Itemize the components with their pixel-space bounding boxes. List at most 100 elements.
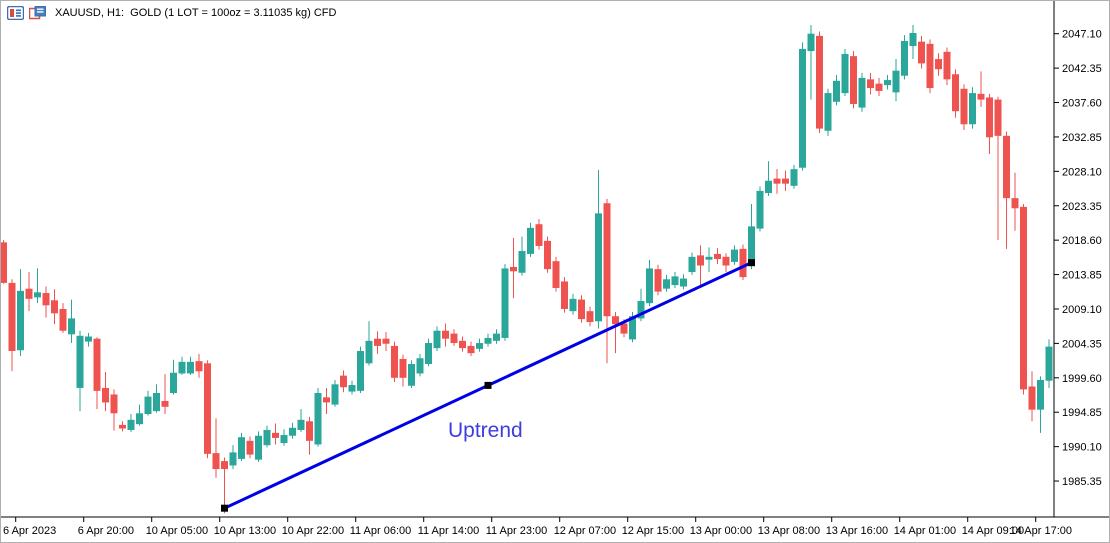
candle xyxy=(1037,379,1044,410)
candle xyxy=(484,337,492,344)
candle xyxy=(986,97,993,138)
candle xyxy=(960,88,968,125)
candle xyxy=(646,268,653,304)
y-axis-label: 2004.35 xyxy=(1062,338,1102,350)
candle xyxy=(272,432,279,438)
candle xyxy=(722,256,730,266)
candle xyxy=(433,330,441,349)
trendline-text-label[interactable]: Uptrend xyxy=(448,419,523,442)
candle xyxy=(918,41,925,64)
candle xyxy=(314,393,322,445)
y-axis-label: 2023.35 xyxy=(1062,201,1102,213)
candle xyxy=(1,242,7,283)
candle xyxy=(535,224,543,246)
candle xyxy=(289,427,296,436)
candle xyxy=(858,77,866,108)
candle xyxy=(850,56,857,104)
candle xyxy=(680,278,687,287)
candle xyxy=(663,279,670,289)
y-axis-label: 1999.60 xyxy=(1062,373,1102,385)
candle xyxy=(926,43,934,89)
candle xyxy=(170,372,177,394)
candle xyxy=(416,358,424,374)
candle xyxy=(408,364,415,386)
candle xyxy=(620,323,628,334)
candle xyxy=(595,213,602,322)
candle xyxy=(782,178,789,184)
x-axis-label: 10 Apr 05:00 xyxy=(146,525,208,537)
candle xyxy=(994,99,1002,136)
candle xyxy=(212,453,220,470)
candle xyxy=(1003,135,1010,199)
candle xyxy=(493,333,500,341)
x-axis-label: 14 Apr 09:00 xyxy=(962,525,1024,537)
candle xyxy=(34,292,41,298)
candle xyxy=(935,59,942,70)
candle xyxy=(901,40,908,76)
candle xyxy=(867,79,874,89)
candle xyxy=(807,33,815,52)
candle xyxy=(144,396,152,415)
candle xyxy=(365,340,373,364)
candle xyxy=(229,452,237,466)
candle xyxy=(17,290,24,351)
x-axis-label: 14 Apr 01:00 xyxy=(894,525,956,537)
x-axis-label: 10 Apr 13:00 xyxy=(214,525,276,537)
candle xyxy=(569,298,577,312)
candle xyxy=(110,394,118,414)
candle xyxy=(1011,198,1019,209)
candle xyxy=(59,308,67,331)
candle xyxy=(127,419,135,430)
candle xyxy=(841,53,849,94)
chart-header: XAUUSD, H1: GOLD (1 LOT = 100oz = 3.1103… xyxy=(7,6,336,20)
candle xyxy=(705,256,713,260)
candle xyxy=(1028,386,1036,410)
candle xyxy=(790,169,798,186)
candle xyxy=(527,227,534,254)
candle xyxy=(578,299,585,320)
candle xyxy=(153,393,160,412)
chart-window-icon[interactable] xyxy=(29,6,46,20)
candle xyxy=(425,343,432,365)
candle xyxy=(671,276,679,286)
y-axis-label: 2047.10 xyxy=(1062,29,1102,41)
y-axis-label: 2028.10 xyxy=(1062,166,1102,178)
candle xyxy=(943,51,951,80)
candle xyxy=(331,384,339,405)
candle xyxy=(204,363,211,454)
candle xyxy=(161,400,169,407)
trendline-anchor-start[interactable] xyxy=(221,504,228,512)
x-axis-label: 11 Apr 14:00 xyxy=(418,525,480,537)
candle xyxy=(909,32,917,47)
y-axis-label: 2009.10 xyxy=(1062,304,1102,316)
candle xyxy=(382,338,390,344)
candle xyxy=(892,70,900,93)
candle xyxy=(442,330,449,339)
x-axis-label: 12 Apr 07:00 xyxy=(554,525,616,537)
candle xyxy=(246,440,254,455)
y-axis-label: 2013.85 xyxy=(1062,270,1102,282)
x-axis-label: 6 Apr 2023 xyxy=(3,525,56,537)
x-axis-label: 10 Apr 22:00 xyxy=(282,525,344,537)
candle xyxy=(297,419,305,430)
candle xyxy=(977,93,985,100)
y-axis-label: 1985.35 xyxy=(1062,476,1102,488)
candle xyxy=(357,350,364,391)
candle xyxy=(306,421,313,441)
candle xyxy=(518,251,526,273)
candle xyxy=(348,385,356,392)
quotes-panel-icon[interactable] xyxy=(7,6,24,20)
x-axis-label: 12 Apr 15:00 xyxy=(622,525,684,537)
candle xyxy=(552,261,560,288)
candle xyxy=(816,35,823,129)
candle xyxy=(688,256,696,273)
trendline-anchor-end[interactable] xyxy=(748,259,755,267)
candle xyxy=(884,80,891,86)
candle xyxy=(42,293,50,306)
trendline-anchor-middle[interactable] xyxy=(484,381,492,389)
candle xyxy=(697,255,704,266)
candle xyxy=(637,301,645,319)
x-axis-label: 11 Apr 06:00 xyxy=(350,525,412,537)
